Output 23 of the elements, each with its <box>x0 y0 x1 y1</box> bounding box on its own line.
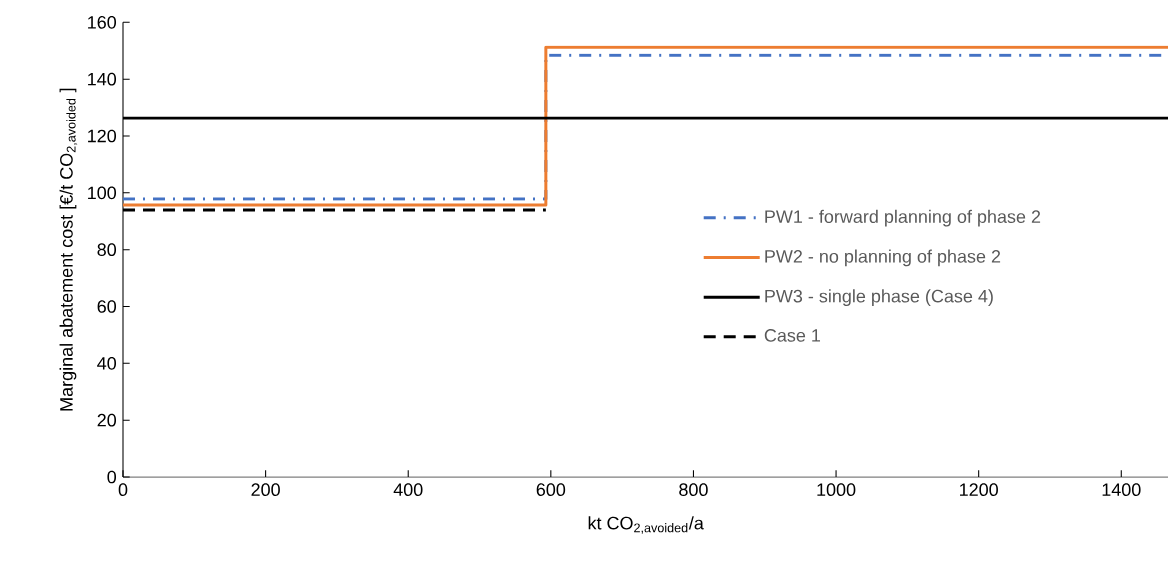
y-tick-label: 100 <box>88 186 117 200</box>
legend-label: PW2 - no planning of phase 2 <box>765 249 1001 267</box>
legend-label: PW3 - single phase (Case 4) <box>765 289 993 307</box>
y-tick-label: 140 <box>88 72 117 86</box>
y-tick-label: 20 <box>97 413 117 427</box>
y-tick-label: 60 <box>97 300 117 313</box>
x-tick-label: 800 <box>679 483 708 496</box>
x-tick-label: 1000 <box>817 483 856 496</box>
x-axis-title: kt CO$_{2,avoided}$/a <box>588 516 704 534</box>
x-tick-label: 1400 <box>1102 483 1141 496</box>
y-axis-title: Marginal abatement cost [€/t CO$_{2,avoided}$ ] <box>59 88 78 411</box>
x-tick-label: 400 <box>393 483 423 496</box>
x-tick-label: 600 <box>536 483 566 496</box>
x-tick-label: 1200 <box>960 483 998 496</box>
legend-label: PW1 - forward planning of phase 2 <box>765 209 1041 227</box>
y-tick-label: 80 <box>97 243 117 257</box>
y-tick-label: 40 <box>97 356 117 370</box>
x-tick-label: 0 <box>118 483 128 496</box>
legend-label: Case 1 <box>764 329 821 342</box>
y-tick-label: 120 <box>88 129 117 143</box>
x-tick-label: 200 <box>251 483 280 496</box>
y-tick-label: 0 <box>107 470 117 484</box>
y-tick-label: 160 <box>88 15 117 29</box>
